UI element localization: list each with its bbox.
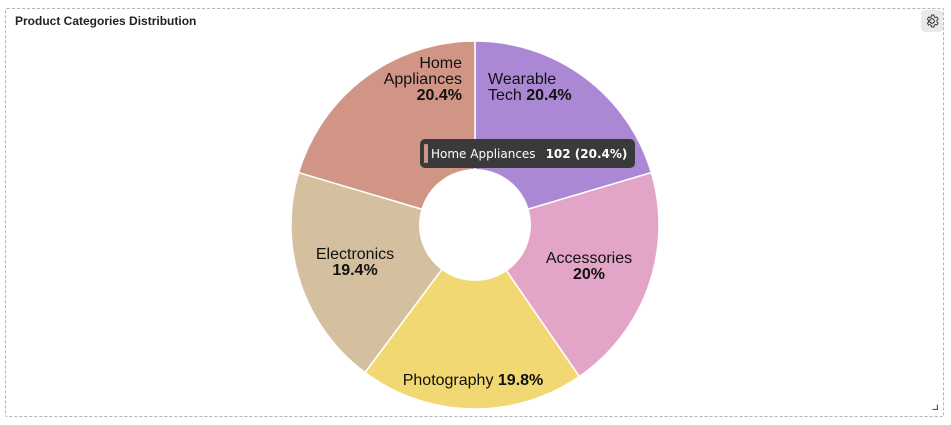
chart-tooltip: Home Appliances 102 (20.4%) — [420, 139, 636, 168]
slice-label-home-appliances: Home Appliances 20.4% — [384, 55, 462, 104]
panel-title: Product Categories Distribution — [15, 14, 197, 28]
tooltip-value: 102 (20.4%) — [545, 146, 628, 161]
slice-label-wearable-tech: Wearable Tech 20.4% — [488, 71, 572, 104]
tooltip-swatch — [424, 144, 428, 163]
slice-label-accessories: Accessories 20% — [546, 250, 632, 283]
pie-slice-wearable-tech[interactable] — [474, 40, 653, 227]
donut-hole — [419, 169, 531, 281]
tooltip-label: Home Appliances — [431, 146, 536, 161]
slice-label-electronics: Electronics 19.4% — [316, 246, 394, 279]
pie-slice-photography[interactable] — [363, 223, 581, 410]
slice-label-photography: Photography 19.8% — [403, 372, 544, 389]
resize-handle-icon[interactable] — [932, 404, 938, 410]
settings-button[interactable] — [921, 10, 943, 32]
gear-icon — [926, 14, 939, 28]
pie-slice-home-appliances[interactable] — [297, 40, 476, 227]
